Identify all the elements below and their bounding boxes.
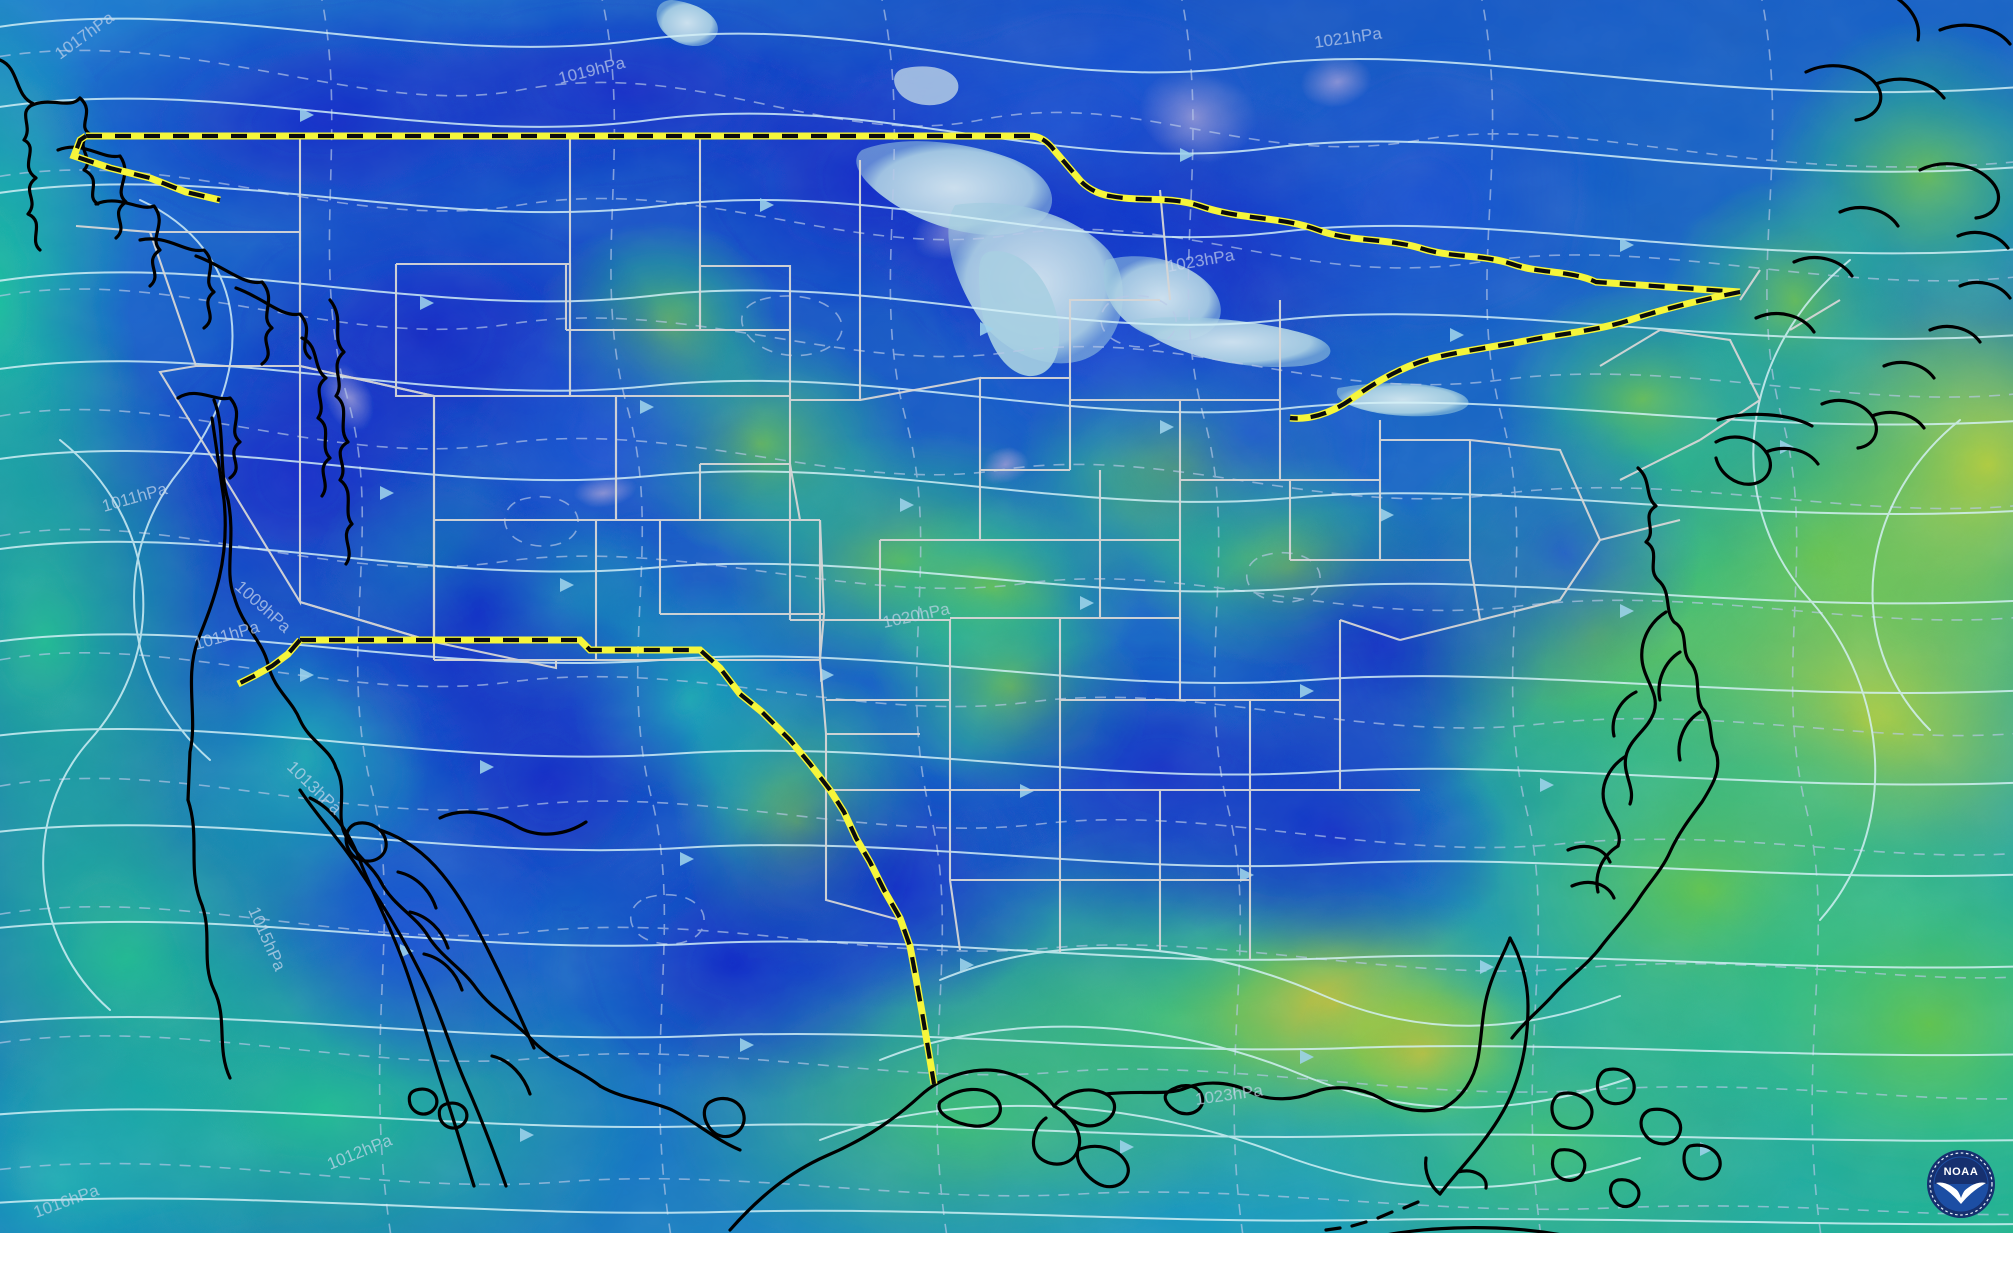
great-lakes — [656, 0, 1469, 417]
state-borders — [75, 136, 1841, 960]
streamline-arrows — [300, 108, 1794, 1156]
noaa-logo: NOAA — [1925, 1148, 1997, 1220]
weather-map-canvas[interactable]: 1017hPa 1012hPa 1021hPa 1023hPa 1023hPa … — [0, 0, 2013, 1233]
international-borders — [69, 132, 1741, 1085]
coastlines — [0, 0, 2012, 1233]
svg-text:NOAA: NOAA — [1944, 1166, 1979, 1178]
legend-bar: 0.10 km/h 010203040506070809010011012013… — [0, 1233, 2013, 1287]
noaa-logo-svg: NOAA — [1927, 1150, 1995, 1218]
map-render: 1017hPa 1012hPa 1021hPa 1023hPa 1023hPa … — [0, 0, 2013, 1233]
